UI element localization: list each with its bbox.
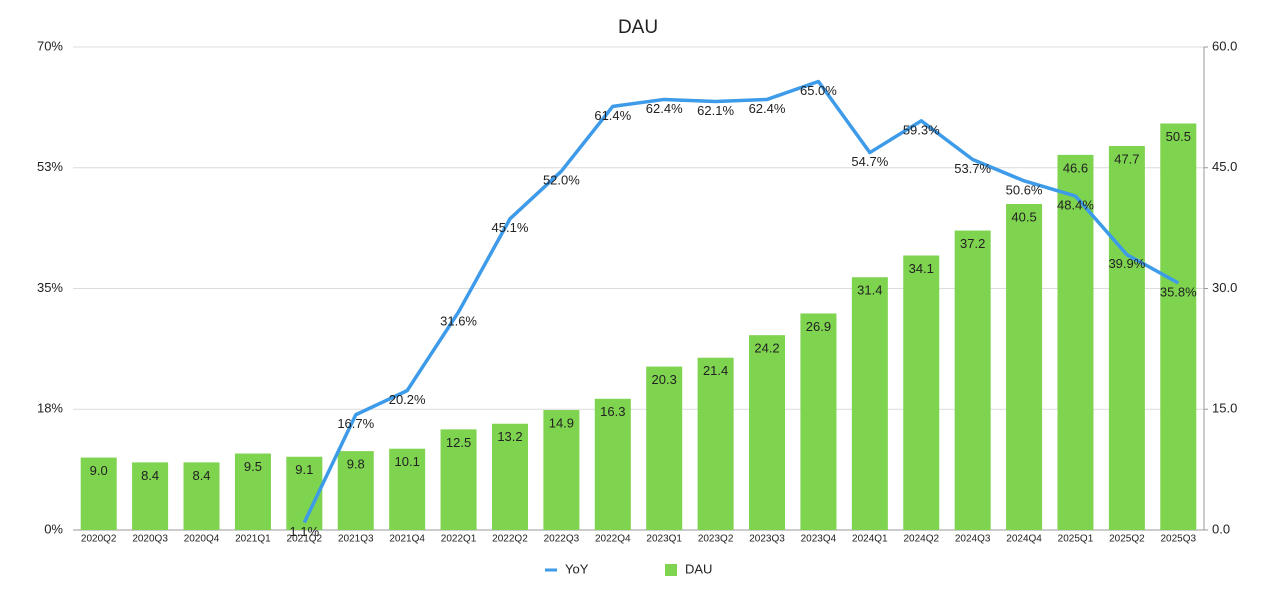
- x-tick-label: 2022Q1: [441, 534, 477, 545]
- x-tick-label: 2021Q3: [338, 534, 374, 545]
- bar: [1160, 123, 1197, 530]
- bar: [80, 457, 117, 530]
- y-tick-label: 35%: [37, 280, 63, 295]
- legend-label: DAU: [685, 561, 712, 576]
- bar: [543, 410, 580, 530]
- bar: [903, 255, 940, 530]
- line-value-label: 31.6%: [440, 313, 477, 328]
- line-value-label: 65.0%: [800, 83, 837, 98]
- y2-tick-label: 45.0: [1212, 159, 1237, 174]
- bar-value-label: 12.5: [446, 435, 471, 450]
- x-tick-label: 2021Q2: [287, 534, 323, 545]
- x-tick-label: 2022Q4: [595, 534, 631, 545]
- line-value-label: 45.1%: [492, 220, 529, 235]
- line-value-label: 62.4%: [646, 101, 683, 116]
- line-value-label: 59.3%: [903, 122, 940, 137]
- x-tick-label: 2023Q4: [801, 534, 837, 545]
- y-tick-label: 0%: [44, 521, 63, 536]
- bar: [491, 423, 528, 530]
- line-value-label: 62.4%: [749, 101, 786, 116]
- line-value-label: 62.1%: [697, 103, 734, 118]
- x-tick-label: 2020Q3: [132, 534, 168, 545]
- bar: [749, 335, 786, 530]
- x-tick-label: 2025Q3: [1160, 534, 1196, 545]
- line-value-label: 48.4%: [1057, 197, 1094, 212]
- bar-value-label: 24.2: [754, 341, 779, 356]
- bar: [697, 357, 734, 530]
- y2-tick-label: 30.0: [1212, 280, 1237, 295]
- bar-value-label: 47.7: [1114, 151, 1139, 166]
- bar: [800, 313, 837, 530]
- bar-value-label: 14.9: [549, 415, 574, 430]
- bar: [234, 453, 271, 530]
- y2-tick-label: 60.0: [1212, 38, 1237, 53]
- bar-value-label: 8.4: [141, 468, 159, 483]
- bar-value-label: 9.8: [347, 457, 365, 472]
- y-tick-label: 53%: [37, 159, 63, 174]
- line-value-label: 35.8%: [1160, 284, 1197, 299]
- bar: [183, 462, 220, 530]
- line-value-label: 16.7%: [337, 416, 374, 431]
- bar-value-label: 21.4: [703, 363, 728, 378]
- line-value-label: 39.9%: [1108, 256, 1145, 271]
- line-value-label: 61.4%: [594, 108, 631, 123]
- line-value-label: 50.6%: [1006, 182, 1043, 197]
- x-tick-label: 2021Q1: [235, 534, 271, 545]
- bar: [1108, 146, 1145, 530]
- bar: [954, 230, 991, 531]
- x-tick-label: 2025Q1: [1058, 534, 1094, 545]
- line-value-label: 20.2%: [389, 392, 426, 407]
- bar-value-label: 46.6: [1063, 160, 1088, 175]
- line-value-label: 53.7%: [954, 161, 991, 176]
- line-value-label: 54.7%: [851, 154, 888, 169]
- bar-value-label: 16.3: [600, 404, 625, 419]
- bar: [337, 451, 374, 530]
- bar-value-label: 9.5: [244, 459, 262, 474]
- legend-swatch: [665, 564, 677, 576]
- y-tick-label: 70%: [37, 38, 63, 53]
- bar: [594, 398, 631, 530]
- x-tick-label: 2020Q4: [184, 534, 220, 545]
- bar-value-label: 26.9: [806, 319, 831, 334]
- bar: [1006, 203, 1043, 530]
- bar-value-label: 31.4: [857, 283, 882, 298]
- bar-value-label: 8.4: [192, 468, 210, 483]
- y-tick-label: 18%: [37, 401, 63, 416]
- bar: [646, 366, 683, 530]
- legend-label: YoY: [565, 561, 589, 576]
- x-tick-label: 2025Q2: [1109, 534, 1145, 545]
- line: [302, 79, 1180, 524]
- bar: [132, 462, 169, 530]
- bar-value-label: 10.1: [395, 454, 420, 469]
- bar: [1057, 154, 1094, 530]
- bar-value-label: 40.5: [1011, 209, 1036, 224]
- bar: [389, 448, 426, 530]
- x-tick-label: 2020Q2: [81, 534, 117, 545]
- line-value-label: 52.0%: [543, 173, 580, 188]
- line-value-label: 1.1%: [290, 524, 320, 539]
- bar-value-label: 13.2: [497, 429, 522, 444]
- bar-value-label: 20.3: [652, 372, 677, 387]
- x-tick-label: 2024Q1: [852, 534, 888, 545]
- chart-title: DAU: [618, 17, 658, 38]
- bar: [440, 429, 477, 530]
- x-tick-label: 2024Q2: [903, 534, 939, 545]
- x-tick-label: 2023Q2: [698, 534, 734, 545]
- x-tick-label: 2024Q4: [1006, 534, 1042, 545]
- bar-value-label: 9.0: [90, 463, 108, 478]
- bar-value-label: 50.5: [1166, 129, 1191, 144]
- bar-value-label: 9.1: [295, 462, 313, 477]
- bar: [851, 277, 888, 530]
- x-tick-label: 2024Q3: [955, 534, 991, 545]
- bar-value-label: 37.2: [960, 236, 985, 251]
- x-tick-label: 2022Q2: [492, 534, 528, 545]
- x-tick-label: 2021Q4: [389, 534, 425, 545]
- x-tick-label: 2023Q3: [749, 534, 785, 545]
- bar-value-label: 34.1: [909, 261, 934, 276]
- x-tick-label: 2023Q1: [646, 534, 682, 545]
- y2-tick-label: 15.0: [1212, 401, 1237, 416]
- x-tick-label: 2022Q3: [544, 534, 580, 545]
- y2-tick-label: 0.0: [1212, 521, 1230, 536]
